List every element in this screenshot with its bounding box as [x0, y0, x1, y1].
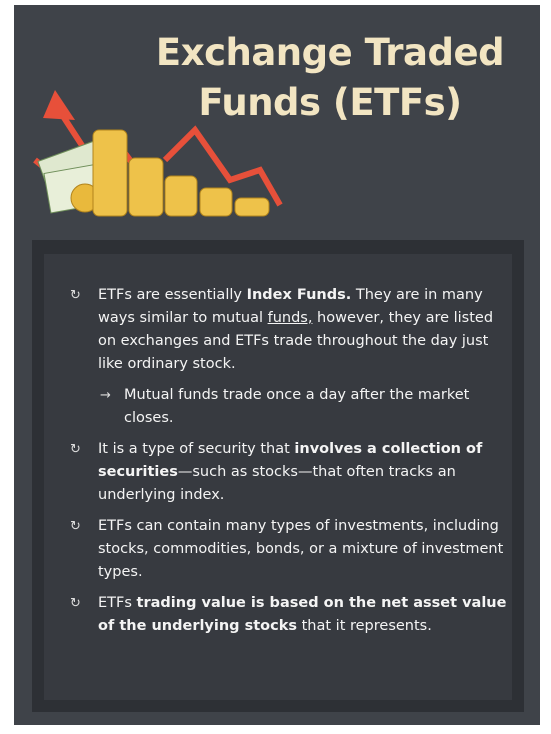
- arrow-head: [43, 90, 75, 120]
- bullet: ETFs can contain many types of investmen…: [58, 515, 514, 584]
- bold-text: involves a collection of securities: [98, 441, 483, 480]
- text: ETFs: [98, 595, 137, 611]
- text: Mutual funds trade once a day after the …: [124, 387, 470, 426]
- bullet: It is a type of security that involves a…: [58, 438, 514, 507]
- text: ETFs are essentially: [98, 287, 247, 303]
- underlined-text: funds,: [267, 310, 313, 326]
- bold-text: Index Funds.: [246, 287, 352, 303]
- bullet: ETFs are essentially Index Funds. They a…: [58, 284, 514, 376]
- title: Exchange Traded Funds (ETFs): [140, 28, 520, 128]
- sub-bullet: Mutual funds trade once a day after the …: [58, 384, 514, 430]
- bold-text: trading value is based on the net asset …: [98, 595, 507, 634]
- text: They are in many ways similar to mutual: [98, 287, 483, 326]
- text: ETFs can contain many types of investmen…: [98, 518, 504, 580]
- coin-stacks: [92, 129, 270, 217]
- arrow-shaft: [56, 108, 88, 152]
- title-line: Funds (ETFs): [198, 81, 462, 124]
- text: however, they are listed on exchanges an…: [98, 310, 494, 372]
- text: —such as stocks—that often tracks an und…: [98, 464, 456, 503]
- illustration: [33, 90, 283, 217]
- text: It is a type of security that: [98, 441, 295, 457]
- title-line: Exchange Traded: [155, 31, 505, 74]
- bullet: ETFs trading value is based on the net a…: [58, 592, 514, 638]
- trend-line: [162, 125, 283, 207]
- text: that it represents.: [297, 618, 432, 634]
- bullet-list: ETFs are essentially Index Funds. They a…: [58, 284, 514, 646]
